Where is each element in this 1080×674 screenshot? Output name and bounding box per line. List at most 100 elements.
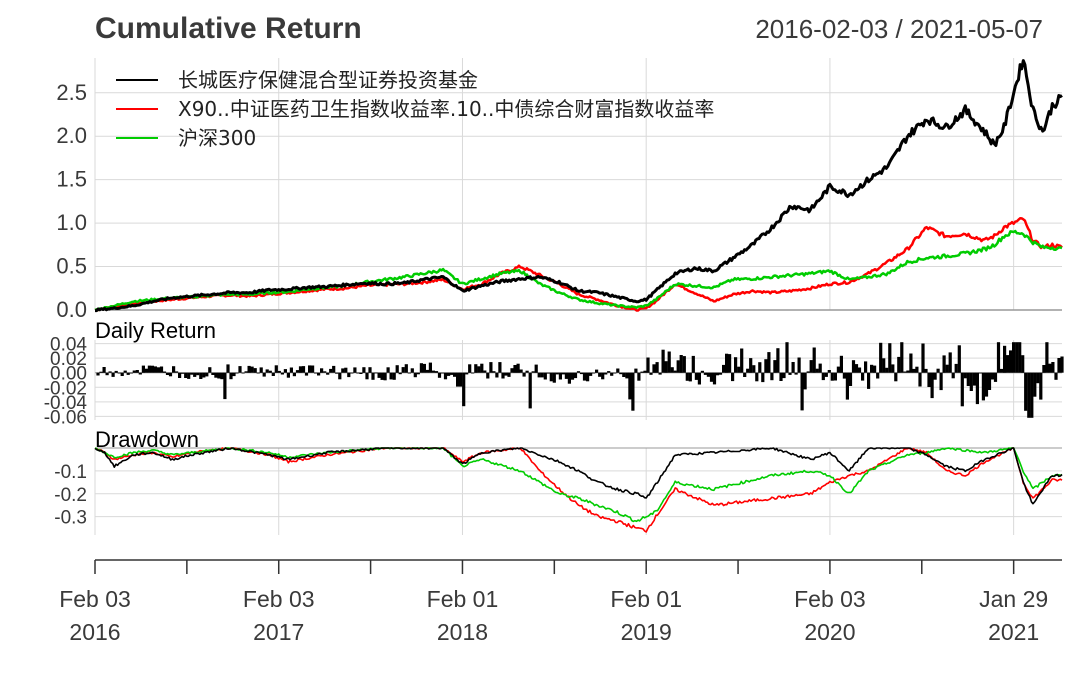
daily-return-bar xyxy=(359,372,363,374)
daily-return-bar xyxy=(936,368,940,373)
daily-return-bar xyxy=(906,370,910,373)
daily-return-bar xyxy=(755,372,759,382)
daily-return-bar xyxy=(595,369,599,373)
daily-return-bar xyxy=(1057,358,1061,373)
daily-return-bar xyxy=(688,372,692,382)
daily-return-bar xyxy=(168,372,173,377)
daily-return-bar xyxy=(301,366,306,373)
y-tick-label: 1.0 xyxy=(56,210,87,235)
daily-return-grid xyxy=(94,340,1062,420)
daily-return-bar xyxy=(129,372,133,374)
daily-return-bar xyxy=(637,372,641,381)
daily-return-bar xyxy=(111,372,115,377)
daily-return-bar xyxy=(1051,362,1055,373)
daily-return-bar xyxy=(592,372,596,374)
daily-return-bar xyxy=(607,371,611,373)
daily-return-bar xyxy=(589,372,593,376)
daily-return-bar xyxy=(921,343,925,373)
daily-return-bar xyxy=(187,372,191,379)
y-tick-label: -0.3 xyxy=(54,508,87,529)
daily-return-bar xyxy=(528,372,532,409)
daily-return-bar xyxy=(673,370,677,373)
daily-return-bar xyxy=(1033,372,1037,397)
daily-return-bar xyxy=(800,372,804,411)
daily-return-bar xyxy=(413,372,417,378)
daily-return-bar xyxy=(1003,345,1007,373)
daily-return-bar xyxy=(229,372,233,380)
legend: 长城医疗保健混合型证券投资基金 X90..中证医药卫生指数收益率.10..中债综… xyxy=(116,68,714,150)
daily-return-bar xyxy=(96,372,100,376)
series-line xyxy=(94,447,1063,523)
daily-return-bar xyxy=(1024,372,1028,411)
daily-return-bar xyxy=(879,342,883,373)
daily-return-bar xyxy=(996,342,1001,373)
daily-return-bar xyxy=(365,372,369,380)
daily-return-bar xyxy=(951,372,955,379)
daily-return-bar xyxy=(165,372,170,375)
daily-return-bar xyxy=(616,368,620,373)
daily-return-bar xyxy=(178,372,182,378)
legend-label-csi300: 沪深300 xyxy=(178,126,256,150)
daily-return-bar xyxy=(604,372,608,375)
daily-return-bar xyxy=(531,371,535,373)
daily-return-bar xyxy=(371,372,375,380)
daily-return-bar xyxy=(697,372,701,385)
drawdown-y-axis: -0.1-0.2-0.3 xyxy=(54,462,87,529)
daily-return-bar xyxy=(731,372,735,382)
x-axis: Feb 03 2016 Feb 03 2017 Feb 01 2018 Feb 01 2019… xyxy=(59,559,1062,645)
daily-return-bar xyxy=(806,371,810,373)
daily-return-bar xyxy=(253,368,257,373)
daily-return-bar xyxy=(286,372,290,378)
daily-return-bar xyxy=(135,370,139,373)
daily-return-bar xyxy=(794,372,798,375)
daily-return-bar xyxy=(815,368,819,373)
daily-return-bar xyxy=(202,372,206,378)
daily-return-bar xyxy=(975,372,979,405)
daily-return-bar xyxy=(803,372,807,390)
daily-return-bar xyxy=(658,372,662,375)
daily-return-bar xyxy=(341,368,345,373)
daily-return-bar xyxy=(543,372,547,380)
daily-return-bar xyxy=(573,372,578,379)
drawdown-series xyxy=(94,447,1063,533)
daily-return-bar xyxy=(102,367,106,373)
daily-return-bar xyxy=(492,371,496,373)
daily-return-bar xyxy=(969,372,973,391)
daily-return-bar xyxy=(120,372,124,376)
daily-return-bar xyxy=(791,362,795,373)
daily-return-bar xyxy=(150,365,154,373)
daily-return-bar xyxy=(963,372,967,379)
daily-return-bar xyxy=(114,370,118,373)
daily-return-bar xyxy=(706,372,710,377)
daily-return-bar xyxy=(268,370,272,373)
daily-return-bar xyxy=(1045,342,1049,373)
daily-return-bar xyxy=(326,372,330,375)
daily-return-bar xyxy=(676,360,680,373)
daily-return-bar xyxy=(329,368,333,373)
daily-return-bar xyxy=(957,345,961,373)
daily-return-bar xyxy=(344,367,348,373)
legend-label-benchmark: X90..中证医药卫生指数收益率.10..中债综合财富指数收益率 xyxy=(178,97,714,121)
daily-return-bar xyxy=(842,372,846,379)
series-line xyxy=(95,59,1063,313)
daily-return-bar xyxy=(993,372,998,382)
daily-return-bar xyxy=(123,370,127,373)
daily-return-bar xyxy=(241,372,245,374)
daily-return-bar xyxy=(646,357,650,373)
daily-return-bar xyxy=(694,372,698,380)
daily-return-bar xyxy=(864,361,868,373)
daily-return-bar xyxy=(147,365,151,373)
daily-return-bar xyxy=(749,358,753,373)
daily-return-bar xyxy=(652,364,656,373)
daily-return-bar xyxy=(601,372,605,380)
y-tick-label: 0.02 xyxy=(50,349,87,370)
daily-return-bar xyxy=(407,372,411,374)
daily-return-bar xyxy=(942,355,946,373)
x-tick-label: Feb 01 xyxy=(427,586,499,612)
daily-return-bar xyxy=(613,372,617,374)
daily-return-bar xyxy=(1039,372,1043,400)
daily-return-bar xyxy=(586,372,590,382)
daily-return-bar xyxy=(1012,342,1016,373)
daily-return-bar xyxy=(489,362,493,373)
daily-return-bar xyxy=(283,369,287,373)
